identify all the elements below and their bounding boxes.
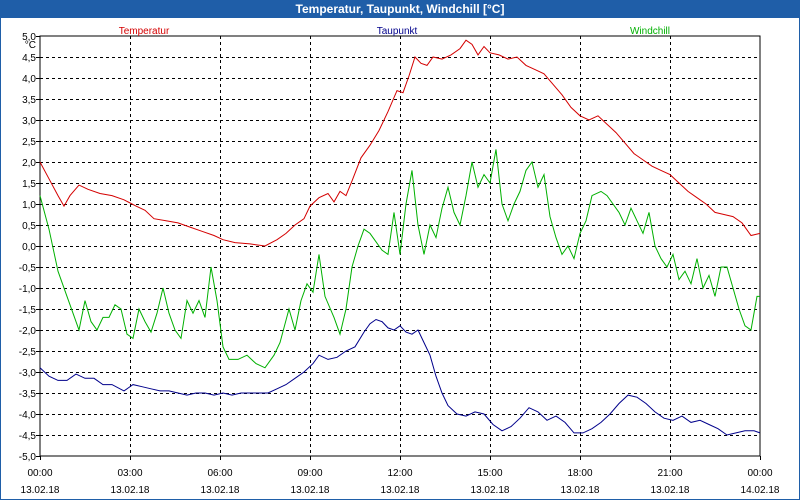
y-tick-label: 0,0	[22, 242, 36, 253]
y-tick-label: -2,5	[19, 347, 37, 358]
y-tick-label: 4,0	[22, 74, 36, 85]
x-tick-label-date: 13.02.18	[381, 485, 420, 496]
legend-temperatur: Temperatur	[119, 26, 170, 37]
x-tick-label-date: 13.02.18	[291, 485, 330, 496]
x-tick-label-time: 09:00	[297, 468, 322, 479]
y-tick-label: 4,5	[22, 53, 36, 64]
x-tick-label-time: 18:00	[567, 468, 592, 479]
x-tick-label-time: 21:00	[657, 468, 682, 479]
y-tick-label: 3,5	[22, 95, 36, 106]
x-tick-label-date: 13.02.18	[21, 485, 60, 496]
window-title: Temperatur, Taupunkt, Windchill [°C]	[0, 0, 800, 18]
x-tick-label-time: 00:00	[747, 468, 772, 479]
y-tick-label: 0,5	[22, 221, 36, 232]
x-tick-label-time: 15:00	[477, 468, 502, 479]
series-line-taupunkt	[39, 318, 761, 436]
y-tick-label: -0,5	[19, 263, 37, 274]
y-tick-label: -3,0	[19, 368, 37, 379]
legend-taupunkt: Taupunkt	[377, 26, 418, 37]
y-axis-unit: °C	[25, 40, 36, 51]
y-tick-label: 3,0	[22, 116, 36, 127]
y-tick-label: -1,5	[19, 305, 37, 316]
legend-windchill: Windchill	[630, 26, 670, 37]
y-tick-label: -4,0	[19, 410, 37, 421]
x-tick-label-time: 00:00	[27, 468, 52, 479]
x-tick-label-date: 13.02.18	[201, 485, 240, 496]
x-tick-label-time: 03:00	[117, 468, 142, 479]
x-tick-label-date: 13.02.18	[471, 485, 510, 496]
y-tick-label: -1,0	[19, 284, 37, 295]
x-tick-label-time: 12:00	[387, 468, 412, 479]
series-line-temperatur	[39, 39, 761, 247]
series-line-windchill	[39, 149, 760, 369]
y-tick-label: -5,0	[19, 452, 37, 463]
y-tick-label: -4,5	[19, 431, 37, 442]
x-tick-label-date: 13.02.18	[111, 485, 150, 496]
y-tick-label: 1,0	[22, 200, 36, 211]
y-tick-label: -3,5	[19, 389, 37, 400]
x-tick-label-time: 06:00	[207, 468, 232, 479]
x-tick-label-date: 13.02.18	[561, 485, 600, 496]
x-tick-label-date: 14.02.18	[741, 485, 780, 496]
y-tick-label: 5,0	[22, 32, 36, 43]
y-tick-label: 2,0	[22, 158, 36, 169]
x-tick-label-date: 13.02.18	[651, 485, 690, 496]
y-tick-label: 2,5	[22, 137, 36, 148]
y-tick-label: -2,0	[19, 326, 37, 337]
y-tick-label: 1,5	[22, 179, 36, 190]
